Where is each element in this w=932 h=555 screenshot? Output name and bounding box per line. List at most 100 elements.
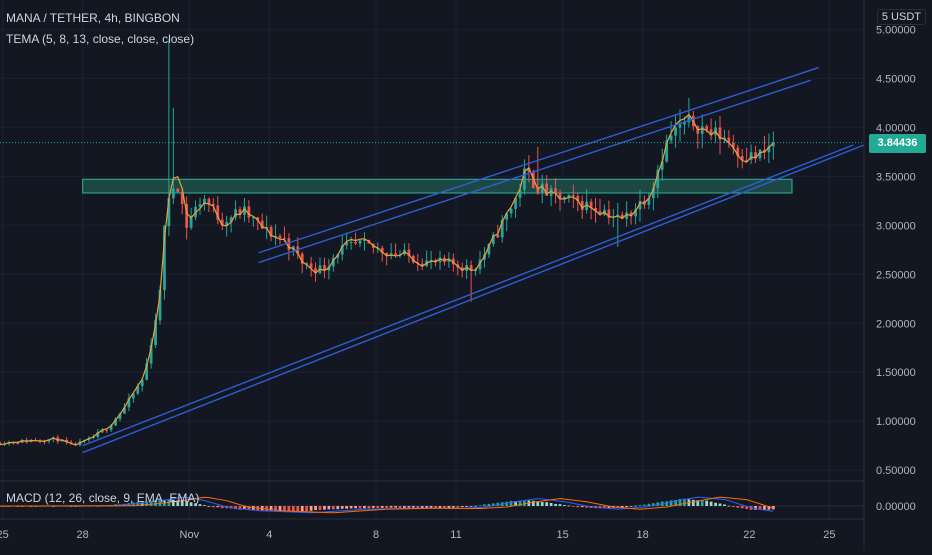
candle-body — [109, 425, 113, 430]
macd-histogram-bar — [754, 506, 757, 510]
macd-histogram-bar — [620, 506, 624, 508]
macd-histogram-bar — [314, 506, 317, 511]
candle-body — [705, 126, 709, 130]
macd-histogram-bar — [603, 506, 606, 509]
macd-histogram-bar — [389, 506, 393, 508]
candle-body — [620, 214, 624, 219]
macd-histogram-bar — [434, 506, 437, 509]
candle-body — [771, 142, 775, 147]
candle-body — [163, 226, 166, 291]
candle-body — [700, 126, 704, 134]
candle-body — [420, 263, 424, 267]
macd-histogram-bar — [158, 499, 162, 506]
candle-body — [238, 209, 242, 215]
support-zone — [82, 178, 793, 194]
candle-body — [718, 127, 722, 140]
x-tick-label: 25 — [823, 529, 835, 541]
candle-body — [443, 257, 446, 262]
candle-body — [131, 393, 135, 399]
candle-body — [678, 124, 682, 128]
candle-body — [234, 209, 237, 218]
candle-body — [176, 188, 180, 193]
currency-button[interactable]: 5 USDT — [876, 9, 926, 25]
candle-body — [647, 198, 651, 205]
candle-body — [487, 243, 491, 255]
candle-body — [154, 320, 157, 346]
macd-histogram-bar — [247, 506, 251, 511]
candle-body — [123, 407, 126, 414]
macd-histogram-bar — [367, 506, 371, 509]
macd-histogram-bar — [585, 506, 589, 508]
macd-histogram-bar — [269, 506, 273, 511]
candle-body — [754, 152, 757, 159]
candle-body — [429, 259, 433, 261]
candle-body — [585, 201, 589, 210]
candle-body — [438, 257, 442, 263]
macd-histogram-bar — [514, 501, 517, 506]
candle-body — [709, 129, 713, 136]
macd-histogram-bar — [540, 502, 544, 506]
macd-histogram-bar — [523, 500, 526, 506]
candle-body — [558, 192, 562, 200]
candle-body — [300, 253, 304, 264]
macd-histogram-bar — [189, 502, 193, 506]
candle-body — [127, 398, 131, 408]
candle-body — [207, 198, 211, 204]
candle-body — [274, 235, 277, 237]
candle-body — [100, 429, 104, 433]
last-price-badge: 3.84436 — [869, 133, 926, 153]
macd-histogram-bar — [460, 506, 464, 508]
macd-histogram-bar — [638, 505, 642, 506]
macd-histogram-bar — [714, 502, 717, 506]
candle-body — [598, 211, 602, 215]
candle-body — [158, 290, 162, 321]
y-tick-label: 3.50000 — [876, 171, 916, 183]
macd-histogram-bar — [447, 506, 451, 508]
macd-histogram-bar — [700, 500, 704, 506]
candle-body — [251, 217, 255, 219]
macd-histogram-bar — [598, 506, 602, 509]
macd-histogram-bar — [278, 506, 282, 511]
candle-body — [336, 254, 340, 258]
candle-body — [607, 209, 611, 218]
y-tick-label: 1.00000 — [876, 416, 916, 428]
candle-body — [731, 142, 735, 148]
candle-body — [287, 238, 291, 250]
macd-histogram-bar — [451, 506, 455, 508]
candle-body — [278, 235, 282, 238]
candle-body — [540, 183, 544, 194]
macd-histogram-bar — [265, 506, 269, 511]
candle-body — [629, 212, 633, 217]
candle-body — [180, 192, 184, 205]
macd-histogram-bar — [736, 506, 740, 508]
candle-body — [29, 440, 33, 442]
candle-body — [758, 149, 762, 159]
y-tick-label: 4.50000 — [876, 73, 916, 85]
candle-body — [527, 168, 531, 172]
candle-body — [243, 206, 246, 215]
candle-body — [331, 257, 335, 267]
candle-body — [634, 209, 637, 217]
candle-body — [469, 265, 473, 271]
macd-histogram-bar — [580, 506, 584, 508]
candle-body — [189, 217, 193, 228]
candle-body — [665, 140, 669, 162]
y-tick-label: 0.50000 — [876, 465, 916, 477]
macd-histogram-bar — [394, 506, 397, 508]
candle-body — [505, 213, 509, 220]
candle-body — [247, 206, 251, 218]
x-tick-label: 18 — [637, 529, 649, 541]
macd-histogram-bar — [220, 506, 224, 509]
x-tick-label: 15 — [557, 529, 569, 541]
candle-body — [149, 345, 153, 364]
macd-histogram-bar — [669, 500, 673, 506]
candle-body — [340, 245, 344, 255]
macd-histogram-bar — [536, 501, 540, 506]
channel-lower-line — [82, 144, 854, 447]
macd-histogram-bar — [731, 506, 735, 508]
x-tick-label: 28 — [77, 529, 89, 541]
candle-body — [389, 253, 393, 256]
macd-histogram-bar — [309, 506, 313, 511]
